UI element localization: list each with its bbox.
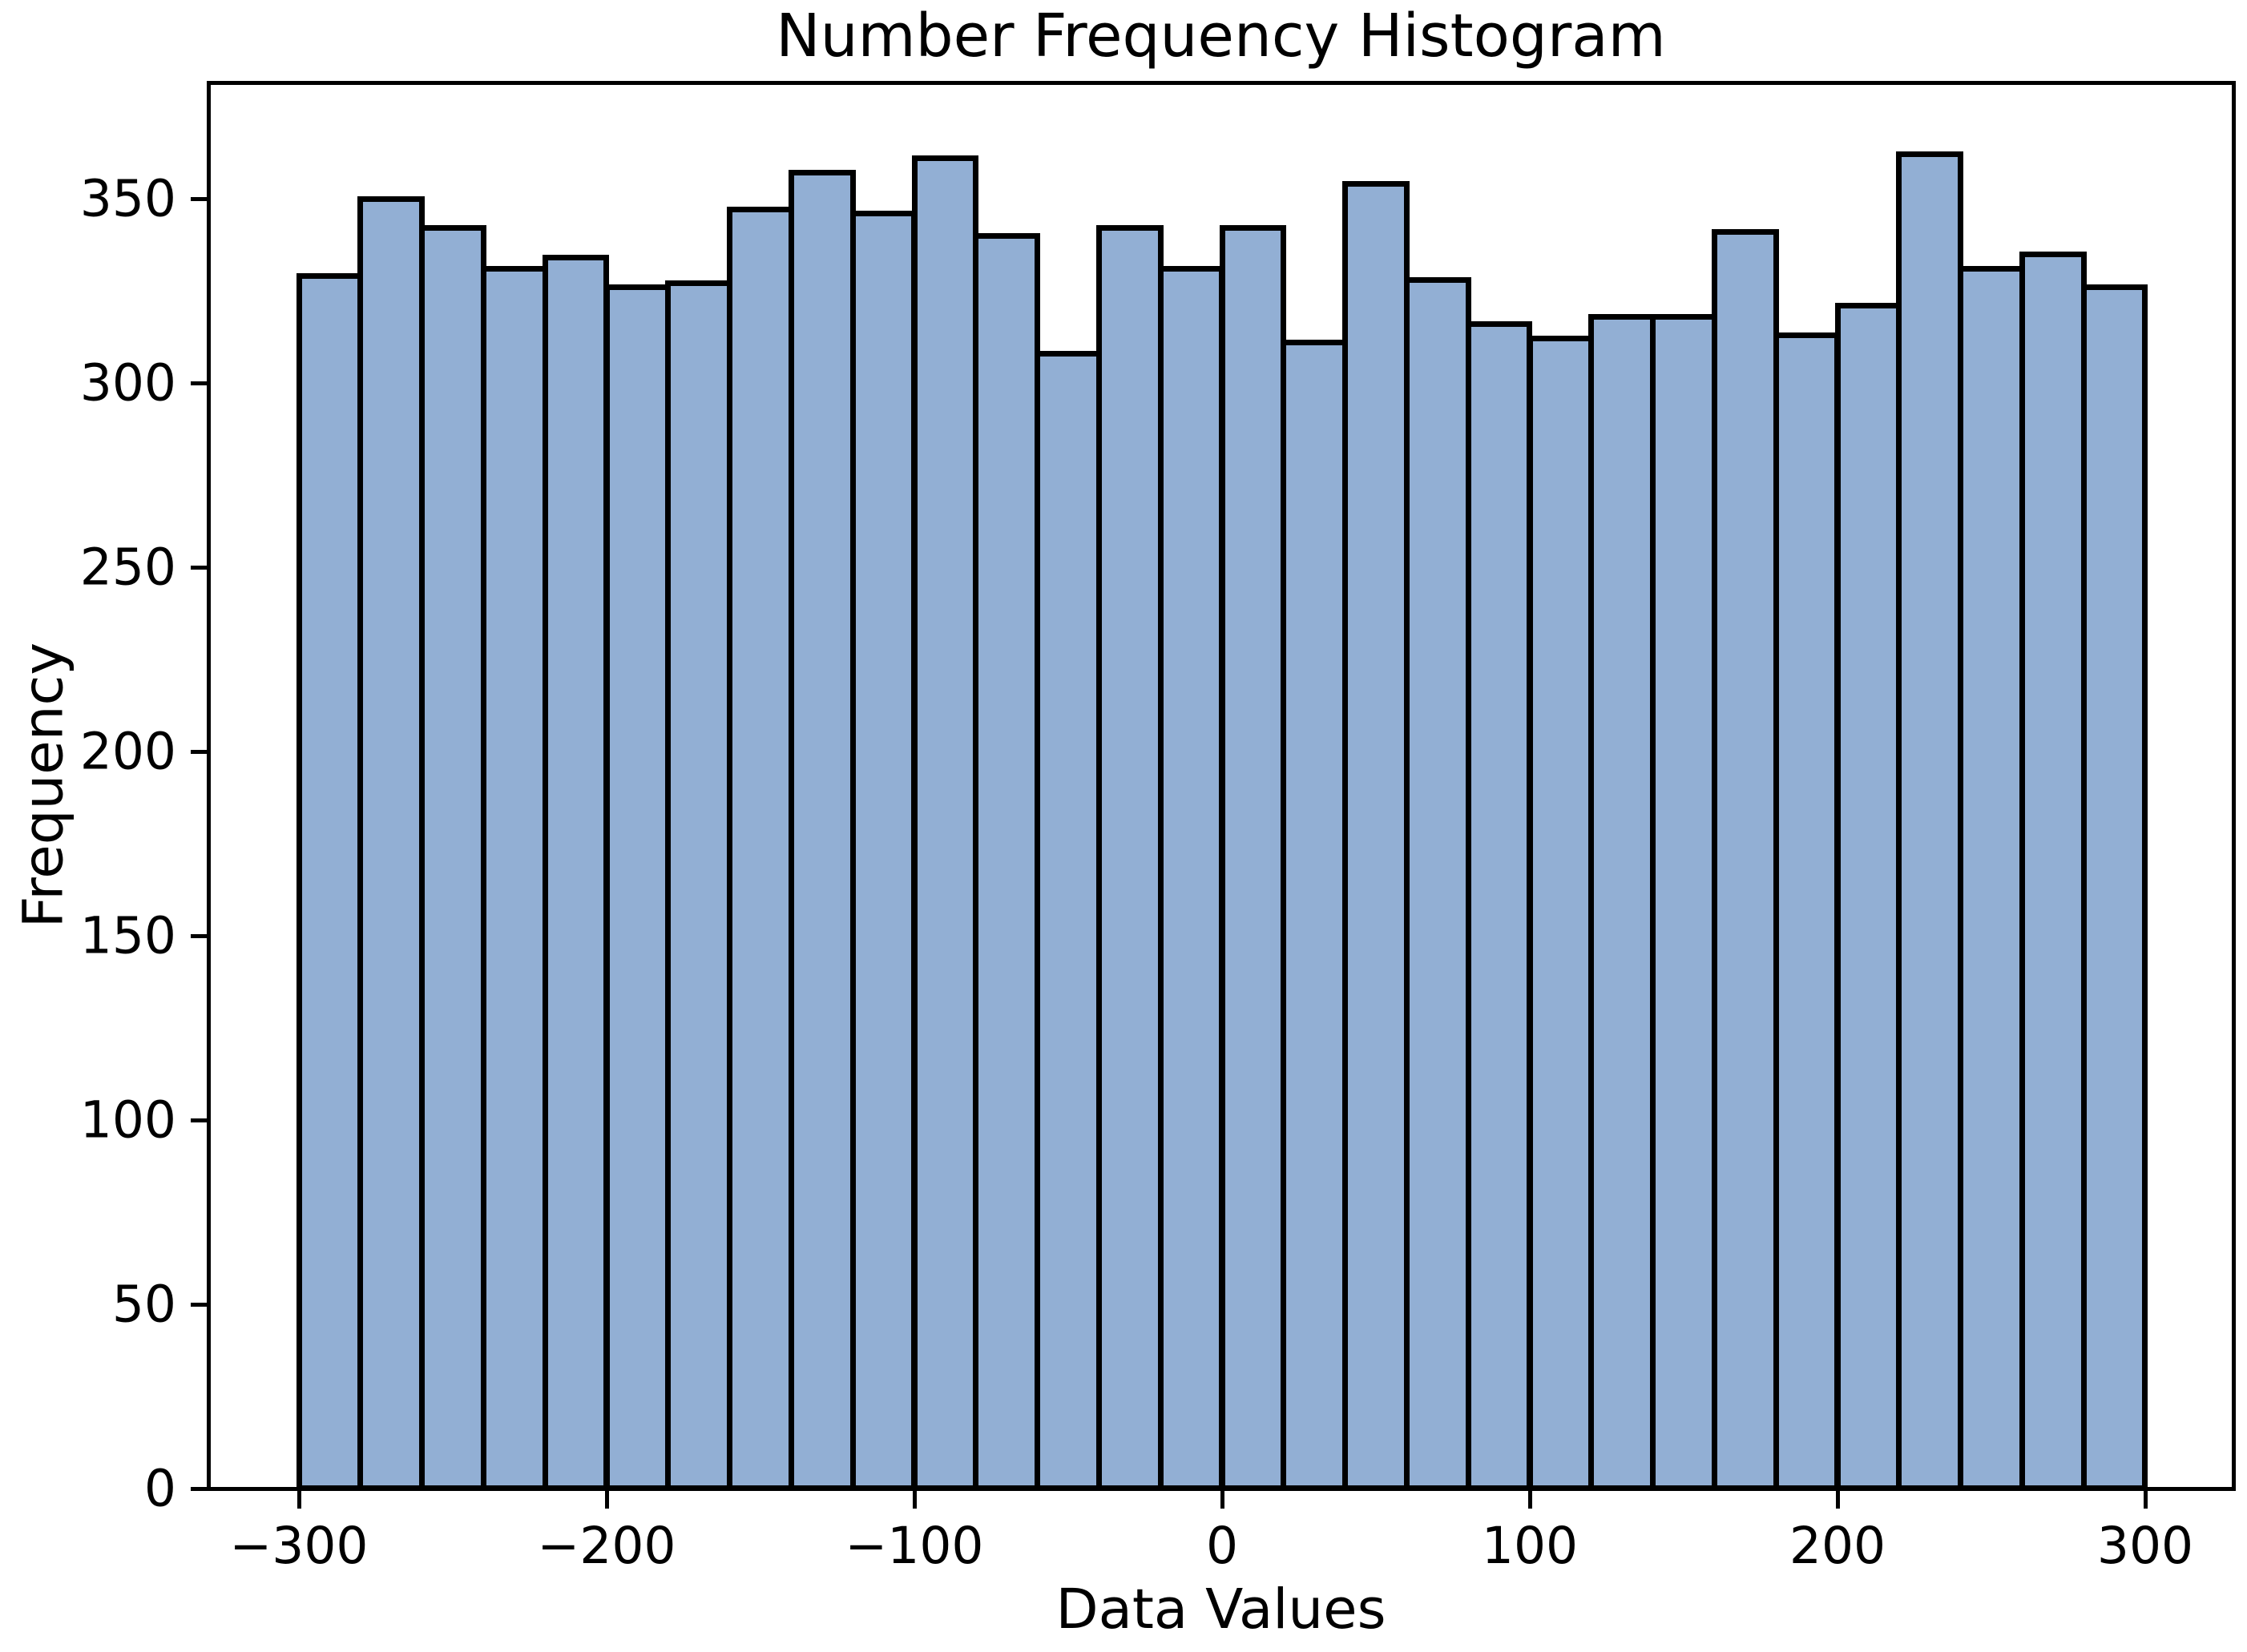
histogram-bar (296, 273, 364, 1491)
y-tick-label: 250 (79, 538, 176, 597)
y-tick (191, 1118, 208, 1122)
histogram-bar (911, 155, 979, 1491)
y-tick (191, 1486, 208, 1491)
histogram-bar (357, 195, 426, 1491)
y-tick (191, 381, 208, 385)
histogram-bar (1465, 320, 1533, 1491)
histogram-bar (1403, 276, 1471, 1491)
histogram-bar (1773, 332, 1841, 1491)
x-axis-label: Data Values (1055, 1577, 1386, 1642)
histogram-bar (542, 255, 610, 1491)
histogram-bar (665, 280, 733, 1491)
x-tick (2143, 1489, 2148, 1509)
x-tick (1835, 1489, 1840, 1509)
histogram-bar (1711, 228, 1779, 1491)
histogram-bar (849, 210, 918, 1491)
y-tick-label: 350 (79, 169, 176, 228)
y-tick-label: 0 (143, 1459, 176, 1518)
x-tick-label: −200 (537, 1517, 676, 1575)
y-tick (191, 749, 208, 754)
histogram-bar (419, 225, 486, 1491)
y-tick-label: 200 (79, 722, 176, 781)
histogram-bar (973, 232, 1041, 1491)
x-tick-label: 200 (1789, 1517, 1886, 1575)
x-tick (297, 1489, 301, 1509)
histogram-bar (603, 284, 672, 1491)
histogram-bar (1588, 313, 1656, 1491)
histogram-bar (1035, 350, 1102, 1491)
histogram-bar (727, 207, 794, 1491)
x-tick (1220, 1489, 1224, 1509)
x-tick (604, 1489, 609, 1509)
histogram-bar (480, 265, 548, 1491)
histogram-bar (788, 170, 856, 1491)
x-tick (1527, 1489, 1532, 1509)
y-tick (191, 196, 208, 201)
histogram-bar (2019, 251, 2087, 1491)
y-tick-label: 100 (79, 1090, 176, 1150)
x-tick-label: 0 (1205, 1517, 1239, 1575)
histogram-bar (1342, 181, 1410, 1491)
histogram-bar (1281, 339, 1349, 1491)
y-axis-label: Frequency (11, 642, 76, 929)
y-tick (191, 1302, 208, 1307)
histogram-bar (2080, 284, 2148, 1491)
y-tick (191, 933, 208, 938)
x-tick-label: 300 (2096, 1517, 2194, 1575)
x-tick-label: −100 (845, 1517, 984, 1575)
histogram-bar (1527, 336, 1595, 1491)
histogram-bar (1650, 313, 1717, 1491)
x-tick-label: 100 (1481, 1517, 1579, 1575)
x-tick (912, 1489, 917, 1509)
histogram-bar (1834, 302, 1902, 1491)
y-tick-label: 300 (79, 353, 176, 413)
histogram-bar (1157, 265, 1225, 1491)
histogram-bar (1958, 265, 2025, 1491)
y-tick-label: 150 (79, 906, 176, 965)
histogram-bar (1095, 225, 1164, 1491)
x-tick-label: −300 (229, 1517, 369, 1575)
histogram-bar (1896, 151, 1964, 1491)
histogram-bar (1219, 225, 1287, 1491)
y-tick-label: 50 (111, 1275, 176, 1334)
chart-title: Number Frequency Histogram (776, 2, 1666, 71)
y-tick (191, 565, 208, 570)
